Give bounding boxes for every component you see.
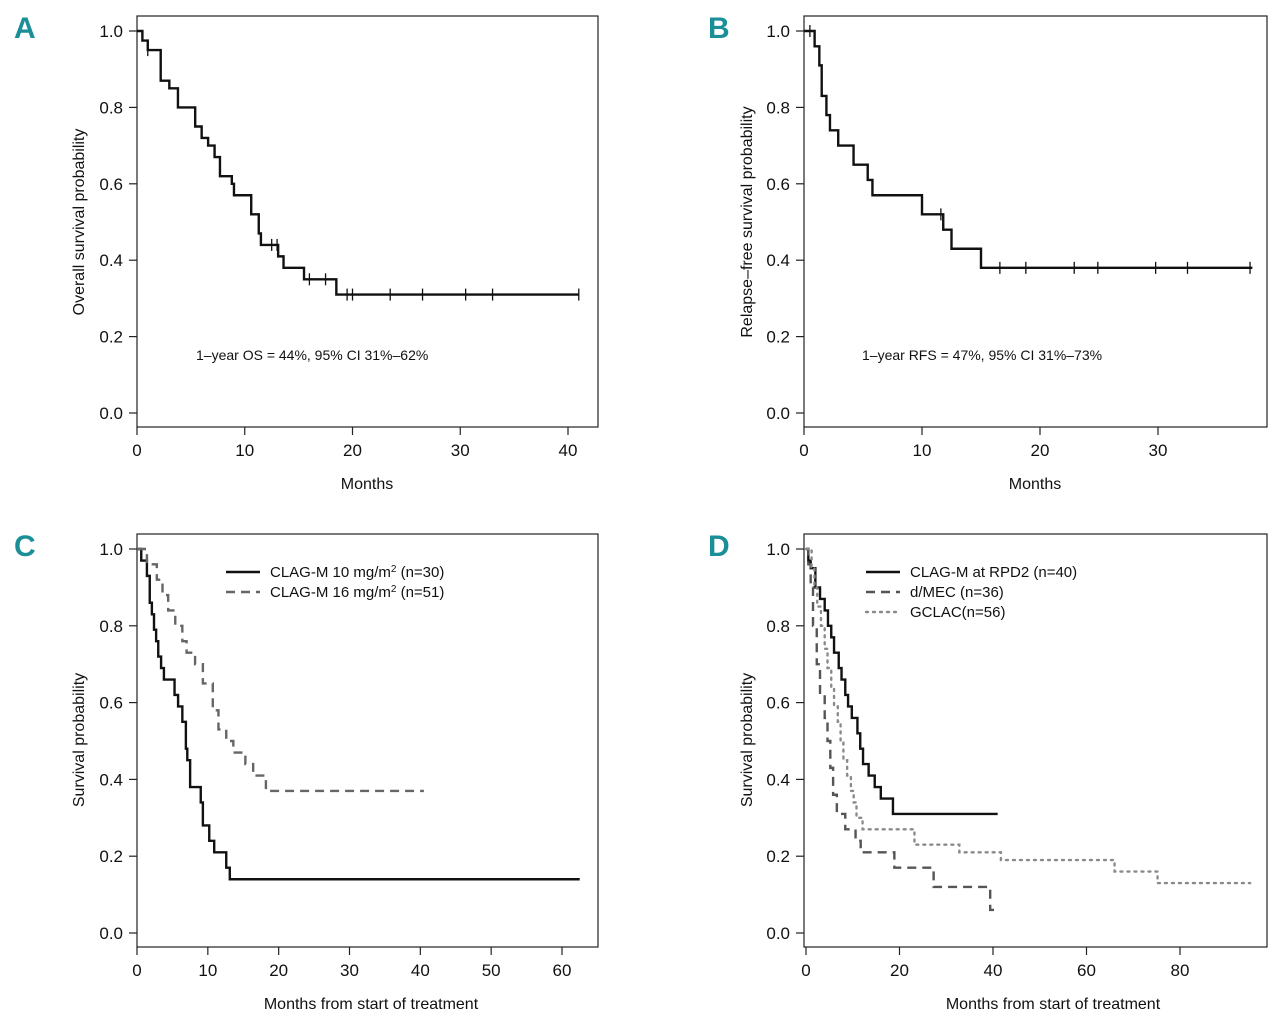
x-tick-label: 40 <box>411 961 430 980</box>
y-tick-label: 1.0 <box>99 540 123 559</box>
panel-a: A 0.0 0.2 0.4 0.6 0.8 1.0 0 10 20 30 40 Months Overal… <box>14 12 599 493</box>
x-tick-label: 20 <box>1031 441 1050 460</box>
y-tick-label: 0.6 <box>766 694 790 713</box>
panel-d: D 0.0 0.2 0.4 0.6 0.8 1.0 0 20 40 60 80 Months from … <box>708 530 1268 1013</box>
y-tick-label: 0.4 <box>99 251 123 270</box>
y-tick-label: 0.8 <box>99 617 123 636</box>
y-tick-label: 0.4 <box>766 770 790 789</box>
survival-curve-3 <box>804 547 1252 885</box>
x-tick-label: 30 <box>451 441 470 460</box>
stat-annotation: 1–year RFS = 47%, 95% CI 31%–73% <box>862 347 1102 363</box>
y-tick-label: 0.2 <box>99 328 123 347</box>
survival-curve-1 <box>137 29 579 296</box>
panel-letter: B <box>708 12 730 45</box>
x-tick-label: 50 <box>482 961 501 980</box>
x-tick-label: 0 <box>132 441 141 460</box>
x-axis-label: Months from start of treatment <box>946 996 1161 1013</box>
legend-label: CLAG-M 10 mg/m2 (n=30) <box>270 564 444 582</box>
x-tick-label: 10 <box>913 441 932 460</box>
x-tick-label: 0 <box>799 441 808 460</box>
y-axis-label: Survival probability <box>71 673 88 807</box>
plot-frame <box>803 533 1268 948</box>
y-tick-label: 0.8 <box>99 98 123 117</box>
y-tick-label: 0.6 <box>99 175 123 194</box>
y-axis-label: Overall survival probability <box>71 129 88 316</box>
x-tick-label: 60 <box>553 961 572 980</box>
plot-frame <box>136 533 599 948</box>
y-tick-label: 1.0 <box>766 22 790 41</box>
y-tick-label: 1.0 <box>99 22 123 41</box>
panel-letter: A <box>14 12 36 45</box>
x-tick-label: 10 <box>198 961 217 980</box>
panel-b: B 0.0 0.2 0.4 0.6 0.8 1.0 0 10 20 30 Months Relapse–… <box>708 12 1268 493</box>
x-tick-label: 10 <box>235 441 254 460</box>
y-tick-label: 0.6 <box>766 175 790 194</box>
y-axis-label: Survival probability <box>739 673 756 807</box>
plot-frame <box>136 15 599 428</box>
panel-c: C 0.0 0.2 0.4 0.6 0.8 1.0 0 10 20 30 40 50 60 Months f… <box>14 530 599 1013</box>
y-tick-label: 1.0 <box>766 540 790 559</box>
survival-curve-1 <box>804 29 1253 270</box>
stat-annotation: 1–year OS = 44%, 95% CI 31%–62% <box>196 347 428 363</box>
x-tick-label: 0 <box>801 961 810 980</box>
x-tick-label: 20 <box>890 961 909 980</box>
x-tick-label: 0 <box>132 961 141 980</box>
y-tick-label: 0.0 <box>766 404 790 423</box>
y-tick-label: 0.0 <box>99 404 123 423</box>
legend-label: GCLAC(n=56) <box>910 604 1005 621</box>
y-tick-label: 0.0 <box>99 924 123 943</box>
x-tick-label: 60 <box>1077 961 1096 980</box>
x-tick-label: 30 <box>1149 441 1168 460</box>
y-tick-label: 0.4 <box>99 770 123 789</box>
x-tick-label: 20 <box>343 441 362 460</box>
plot-frame <box>803 15 1268 428</box>
panel-letter: D <box>708 530 730 563</box>
y-tick-label: 0.0 <box>766 924 790 943</box>
y-tick-label: 0.2 <box>766 847 790 866</box>
x-axis-label: Months from start of treatment <box>264 996 479 1013</box>
x-tick-label: 30 <box>340 961 359 980</box>
y-tick-label: 0.2 <box>766 328 790 347</box>
legend-label: CLAG-M at RPD2 (n=40) <box>910 564 1077 581</box>
legend-label: d/MEC (n=36) <box>910 584 1004 601</box>
survival-curve-2 <box>137 547 424 793</box>
survival-curve-1 <box>137 547 580 881</box>
survival-curve-1 <box>806 547 998 816</box>
y-tick-label: 0.2 <box>99 847 123 866</box>
x-tick-label: 20 <box>269 961 288 980</box>
x-axis-label: Months <box>341 476 393 493</box>
panel-letter: C <box>14 530 36 563</box>
y-tick-label: 0.6 <box>99 694 123 713</box>
x-axis-label: Months <box>1009 476 1061 493</box>
legend-label: CLAG-M 16 mg/m2 (n=51) <box>270 584 444 602</box>
x-tick-label: 40 <box>984 961 1003 980</box>
y-tick-label: 0.4 <box>766 251 790 270</box>
y-axis-label: Relapse–free survival probability <box>739 106 756 337</box>
y-tick-label: 0.8 <box>766 617 790 636</box>
x-tick-label: 80 <box>1171 961 1190 980</box>
survival-curve-2 <box>806 547 998 912</box>
y-tick-label: 0.8 <box>766 98 790 117</box>
x-tick-label: 40 <box>559 441 578 460</box>
